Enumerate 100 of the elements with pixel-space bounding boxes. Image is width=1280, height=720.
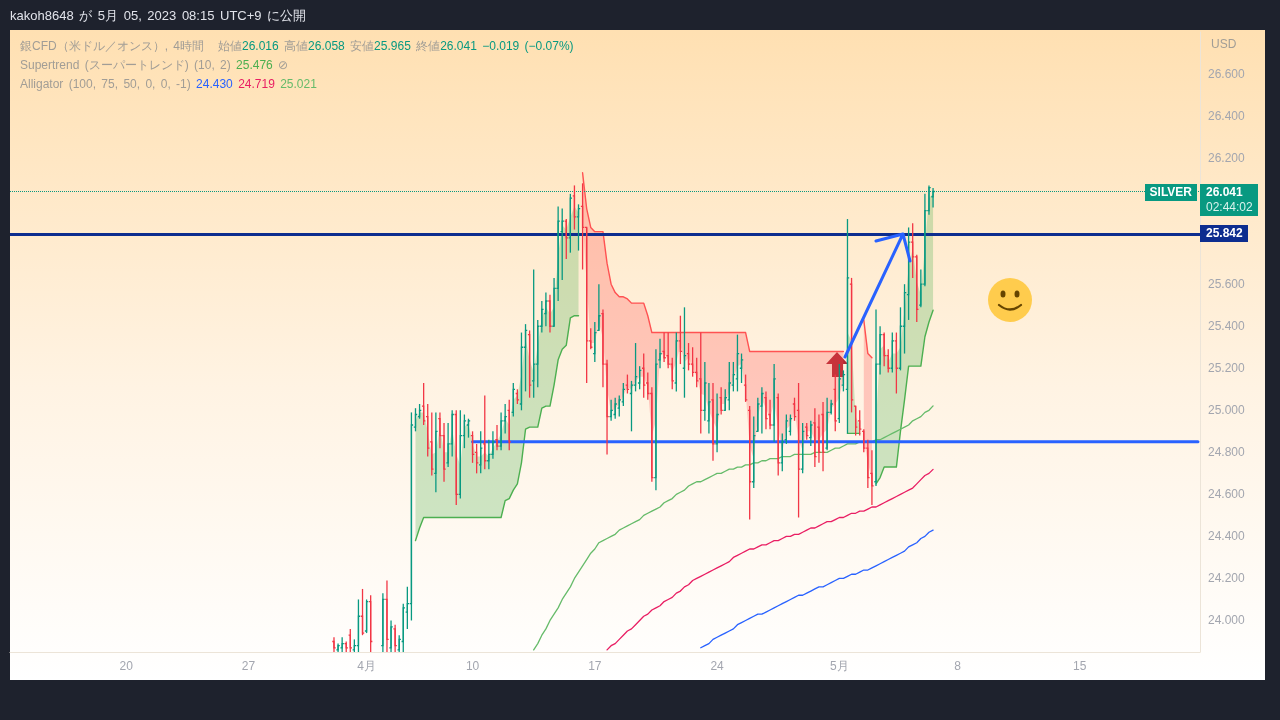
x-tick-label: 8 xyxy=(954,659,962,673)
y-tick-label: 25.200 xyxy=(1208,361,1246,376)
y-tick-label: 26.400 xyxy=(1208,109,1246,124)
candlestick xyxy=(820,401,826,472)
line-series xyxy=(700,529,934,649)
candlestick xyxy=(853,405,858,437)
candlestick xyxy=(470,430,475,464)
candlestick xyxy=(356,598,361,652)
candlestick xyxy=(714,392,720,453)
candlestick xyxy=(735,333,740,393)
candlestick xyxy=(608,399,614,422)
candlestick xyxy=(506,399,512,451)
candlestick xyxy=(775,392,781,477)
y-tick-label: 24.200 xyxy=(1208,571,1246,586)
ref-line-label: 26.041 xyxy=(1206,184,1244,200)
y-tick-label: 26.200 xyxy=(1208,151,1246,166)
candlestick xyxy=(673,331,679,393)
line-series xyxy=(533,405,934,651)
candlestick xyxy=(869,449,875,506)
text: 02:44:02 xyxy=(1206,199,1253,215)
candlestick xyxy=(649,386,655,483)
candlestick xyxy=(380,592,386,652)
text: USD xyxy=(1211,37,1237,52)
candlestick xyxy=(796,382,801,519)
candlestick xyxy=(409,411,414,622)
x-tick-label: 27 xyxy=(241,659,256,673)
candlestick xyxy=(433,411,439,493)
candlestick xyxy=(596,283,602,332)
y-tick-label: 24.400 xyxy=(1208,529,1246,544)
candlestick xyxy=(751,415,757,489)
annotation: Alligator (100, 75, 50, 0, 0, -1) 24.430 24.719 25.021 xyxy=(20,77,317,91)
candlestick xyxy=(425,403,431,458)
annotation: Supertrend (スーパートレンド) (10, 2) 25.476 ⊘ xyxy=(20,58,289,72)
candlestick xyxy=(881,331,887,367)
x-tick-label: 15 xyxy=(1073,659,1087,673)
candlestick xyxy=(466,418,471,439)
candlestick xyxy=(572,184,577,231)
candlestick xyxy=(457,409,463,500)
candlestick xyxy=(743,373,748,403)
candlestick xyxy=(568,193,573,254)
candlestick xyxy=(490,430,496,460)
candlestick xyxy=(360,588,365,636)
candlestick xyxy=(531,268,537,399)
x-tick-label: 17 xyxy=(588,659,602,673)
y-tick-label: 25.400 xyxy=(1208,319,1246,334)
candlestick xyxy=(510,382,516,418)
x-tick-label: 10 xyxy=(465,659,480,673)
candlestick xyxy=(441,422,447,483)
candlestick xyxy=(816,413,822,464)
candlestick xyxy=(706,382,712,435)
candlestick xyxy=(755,397,761,432)
candlestick xyxy=(384,579,390,652)
candlestick xyxy=(527,329,532,399)
candlestick xyxy=(563,218,569,260)
candlestick xyxy=(698,331,704,435)
candlestick xyxy=(669,357,675,390)
candlestick xyxy=(547,294,553,334)
y-tick-label: 25.600 xyxy=(1208,277,1246,292)
candlestick xyxy=(747,405,753,521)
y-tick-label: 24.000 xyxy=(1208,613,1246,628)
candlestick xyxy=(849,277,854,414)
annotation: SILVER xyxy=(1144,183,1197,201)
candlestick xyxy=(421,382,426,426)
candlestick xyxy=(625,373,630,395)
candlestick xyxy=(519,331,524,411)
candlestick xyxy=(364,598,369,634)
text: 銀CFD（米ドル／オンス）, 4時間 xyxy=(20,39,205,53)
candlestick xyxy=(763,390,769,430)
line-series xyxy=(606,468,934,651)
candlestick xyxy=(710,382,716,462)
candlestick xyxy=(482,394,488,470)
y-tick-label: 25.000 xyxy=(1208,403,1246,418)
candlestick xyxy=(767,399,773,430)
candlestick xyxy=(498,411,504,451)
text: kakoh8648 が 5月 05, 2023 08:15 UTC+9 に公開 xyxy=(10,8,307,23)
candlestick xyxy=(800,422,805,475)
candlestick xyxy=(641,352,647,399)
candlestick xyxy=(759,386,765,435)
candlestick xyxy=(661,331,667,363)
candlestick xyxy=(494,424,500,451)
candlestick xyxy=(368,594,374,652)
candlestick xyxy=(845,218,850,435)
y-tick-label: 24.800 xyxy=(1208,445,1246,460)
x-tick-label: 5月 xyxy=(829,659,849,673)
candlestick xyxy=(812,407,818,468)
y-tick-label: 24.600 xyxy=(1208,487,1246,502)
candlestick xyxy=(478,430,484,475)
x-tick-label: 4月 xyxy=(357,659,376,673)
candlestick xyxy=(771,363,777,443)
candlestick xyxy=(453,409,459,506)
text: 始値26.016 高値26.058 安値25.965 終値26.041 −0.019 (−0.07%) xyxy=(218,39,574,53)
candlestick xyxy=(836,363,842,424)
candlestick xyxy=(873,308,879,487)
y-tick-label: 26.600 xyxy=(1208,67,1246,82)
candlestick xyxy=(784,413,789,445)
candlestick xyxy=(543,291,549,327)
candlestick xyxy=(486,439,492,470)
ref-line-label: 25.842 xyxy=(1206,226,1243,242)
x-tick-label: 20 xyxy=(119,659,134,673)
candlestick xyxy=(726,361,732,411)
